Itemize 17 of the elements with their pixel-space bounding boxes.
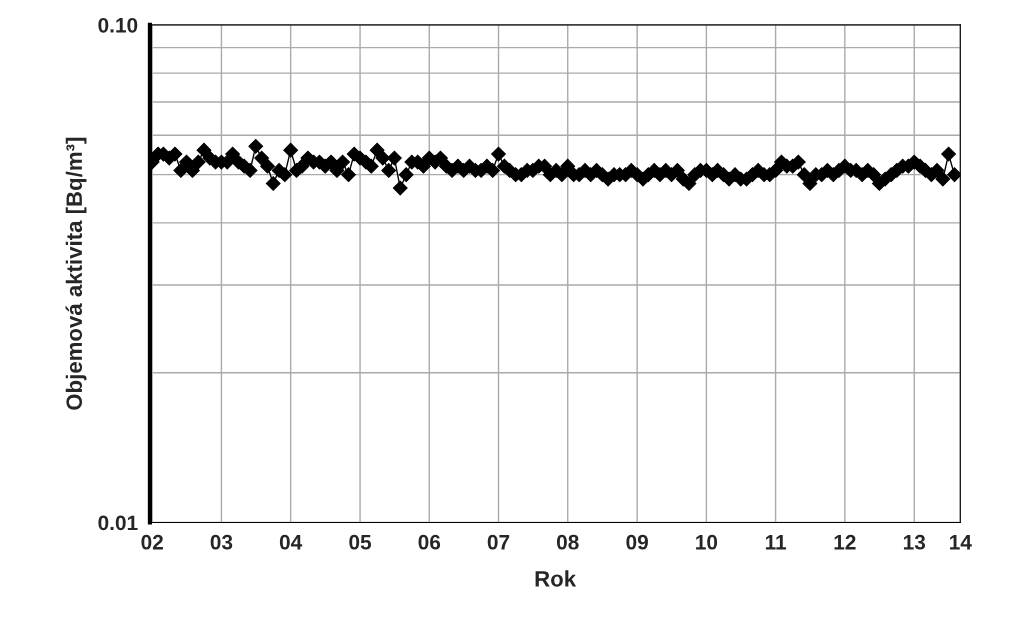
x-tick-label: 02 — [141, 534, 163, 550]
x-tick-label: 06 — [418, 534, 441, 550]
x-tick-label: 13 — [903, 534, 926, 550]
x-axis-title: Rok — [535, 570, 577, 587]
y-axis-title: Objemová aktivita [Bq/m³] — [65, 137, 87, 410]
x-tick-label: 14 — [950, 535, 972, 550]
x-tick-label: 03 — [210, 534, 233, 550]
y-tick-label: 0.01 — [98, 515, 138, 531]
x-tick-label: 10 — [696, 534, 718, 550]
x-tick-label: 05 — [349, 534, 372, 550]
x-tick-label: 04 — [279, 534, 303, 550]
x-tick-label: 12 — [834, 534, 856, 550]
x-tick-label: 09 — [626, 534, 648, 550]
x-tick-label: 08 — [556, 534, 579, 550]
x-tick-label: 07 — [487, 534, 510, 550]
x-tick-label: 11 — [765, 535, 787, 550]
y-tick-label: 0.10 — [98, 17, 138, 33]
